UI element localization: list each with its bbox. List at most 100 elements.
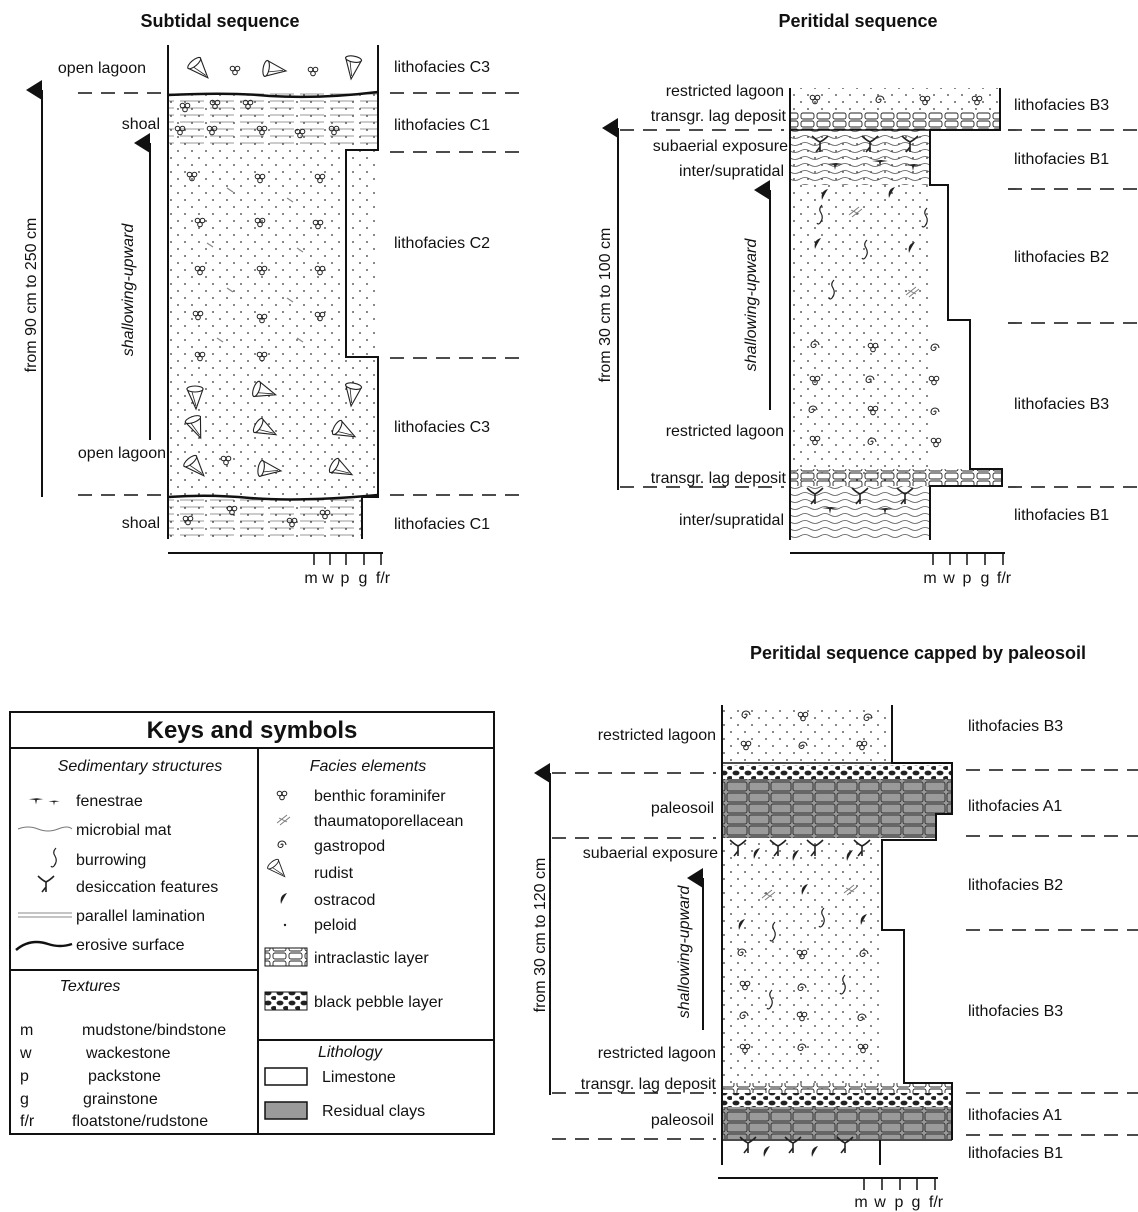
- subtidal-texture-axis: m w p g f/r: [168, 552, 391, 587]
- peritidal-title: Peritidal sequence: [778, 11, 937, 31]
- sed-structures-heading: Sedimentary structures: [58, 758, 223, 775]
- subtidal-env-label: open lagoon: [78, 445, 166, 462]
- paleosoil-lithofacies-label: lithofacies B3: [968, 1003, 1063, 1020]
- peritidal-boundaries: [620, 129, 1138, 488]
- legend-item: microbial mat: [76, 822, 172, 839]
- paleosoil-env-label: paleosoil: [651, 1112, 714, 1129]
- peritidal-env-label: restricted lagoon: [666, 423, 784, 440]
- parallel-lamination-icon: [18, 912, 72, 918]
- legend-title: Keys and symbols: [147, 717, 358, 744]
- texture-code: f/r: [20, 1113, 35, 1130]
- paleosoil-env-label: restricted lagoon: [598, 1045, 716, 1062]
- legend-item: rudist: [314, 865, 354, 882]
- peritidal-lithofacies-label: lithofacies B2: [1014, 249, 1109, 266]
- legend-item: parallel lamination: [76, 908, 205, 925]
- legend-item: Limestone: [322, 1069, 396, 1086]
- legend-item: peloid: [314, 917, 357, 934]
- paleosoil-sequence-panel: Peritidal sequence capped by paleosoil: [532, 643, 1138, 1211]
- peritidal-trend: shallowing-upward: [743, 238, 760, 372]
- lithology-heading: Lithology: [318, 1044, 383, 1061]
- legend-item: fenestrae: [76, 793, 143, 810]
- peritidal-lithofacies-label: lithofacies B1: [1014, 507, 1109, 524]
- peritidal-lithofacies-label: lithofacies B3: [1014, 97, 1109, 114]
- paleosoil-lithofacies-label: lithofacies B1: [968, 1145, 1063, 1162]
- legend-item: ostracod: [314, 892, 375, 909]
- texture-code: p: [20, 1068, 29, 1085]
- intraclastic-layer-icon: [264, 947, 308, 967]
- paleosoil-lithofacies-label: lithofacies B3: [968, 718, 1063, 735]
- texture-code: w: [19, 1045, 32, 1062]
- texture-tick: p: [963, 570, 972, 587]
- texture-code: m: [20, 1022, 33, 1039]
- texture-code: g: [20, 1091, 29, 1108]
- legend-item: black pebble layer: [314, 994, 444, 1011]
- paleosoil-title: Peritidal sequence capped by paleosoil: [750, 643, 1086, 663]
- legend-item: desiccation features: [76, 879, 218, 896]
- texture-name: floatstone/rudstone: [72, 1113, 208, 1130]
- texture-tick: m: [304, 570, 317, 587]
- subtidal-lithofacies-label: lithofacies C3: [394, 59, 490, 76]
- texture-tick: w: [873, 1194, 886, 1211]
- peritidal-sequence-panel: Peritidal sequence: [597, 11, 1138, 587]
- texture-name: grainstone: [83, 1091, 158, 1108]
- paleosoil-env-label: restricted lagoon: [598, 727, 716, 744]
- subtidal-lithofacies-label: lithofacies C1: [394, 516, 490, 533]
- subtidal-thickness: from 90 cm to 250 cm: [23, 218, 40, 373]
- legend-item: intraclastic layer: [314, 950, 429, 967]
- legend-item: gastropod: [314, 838, 385, 855]
- textures-heading: Textures: [60, 978, 121, 995]
- facies-elements-heading: Facies elements: [310, 758, 427, 775]
- peritidal-env-label: transgr. lag deposit: [651, 470, 787, 487]
- texture-tick: f/r: [376, 570, 391, 587]
- subtidal-boundaries: [78, 92, 525, 496]
- texture-tick: p: [341, 570, 350, 587]
- texture-name: mudstone/bindstone: [82, 1022, 226, 1039]
- texture-tick: p: [895, 1194, 904, 1211]
- peritidal-thickness: from 30 cm to 100 cm: [597, 228, 614, 383]
- texture-tick: w: [942, 570, 955, 587]
- peritidal-lithofacies-label: lithofacies B1: [1014, 151, 1109, 168]
- paleosoil-lithofacies-label: lithofacies B2: [968, 877, 1063, 894]
- paleosoil-trend: shallowing-upward: [676, 885, 693, 1019]
- legend-item: Residual clays: [322, 1103, 425, 1120]
- subtidal-title: Subtidal sequence: [140, 11, 299, 31]
- peritidal-texture-axis: m w p g f/r: [790, 552, 1012, 587]
- peritidal-env-label: inter/supratidal: [679, 163, 784, 180]
- subtidal-lithofacies-label: lithofacies C1: [394, 117, 490, 134]
- limestone-swatch: [264, 1067, 308, 1086]
- paleosoil-env-label: transgr. lag deposit: [581, 1076, 717, 1093]
- peritidal-lithofacies-label: lithofacies B3: [1014, 396, 1109, 413]
- texture-tick: f/r: [929, 1194, 944, 1211]
- texture-tick: g: [912, 1194, 921, 1211]
- subtidal-sequence-panel: Subtidal sequence: [23, 11, 525, 587]
- texture-name: wackestone: [85, 1045, 171, 1062]
- peritidal-env-label: subaerial exposure: [653, 138, 788, 155]
- erosive-surface-icon: [15, 940, 73, 951]
- legend-item: burrowing: [76, 852, 146, 869]
- paleosoil-env-label: paleosoil: [651, 800, 714, 817]
- texture-tick: g: [981, 570, 990, 587]
- legend-box: Keys and symbols Sedimentary structures …: [9, 711, 495, 1135]
- texture-tick: w: [321, 570, 334, 587]
- paleosoil-column: [721, 705, 953, 1165]
- subtidal-env-label: open lagoon: [58, 60, 146, 77]
- legend-item: thaumatoporellacean: [314, 813, 463, 830]
- microbial-mat-icon: [17, 826, 73, 832]
- texture-tick: m: [923, 570, 936, 587]
- peritidal-env-label: transgr. lag deposit: [651, 108, 787, 125]
- subtidal-lithofacies-label: lithofacies C2: [394, 235, 490, 252]
- texture-name: packstone: [88, 1068, 161, 1085]
- subtidal-lithofacies-label: lithofacies C3: [394, 419, 490, 436]
- residual-clays-swatch: [264, 1101, 308, 1120]
- subtidal-column: [167, 45, 379, 539]
- paleosoil-lithofacies-label: lithofacies A1: [968, 1107, 1062, 1124]
- texture-tick: g: [359, 570, 368, 587]
- texture-tick: f/r: [997, 570, 1012, 587]
- peritidal-column: [789, 88, 1003, 540]
- paleosoil-boundaries: [552, 769, 1138, 1140]
- paleosoil-lithofacies-label: lithofacies A1: [968, 798, 1062, 815]
- paleosoil-texture-axis: m w p g f/r: [718, 1177, 944, 1211]
- peloid-icon: [283, 923, 287, 927]
- peritidal-env-label: restricted lagoon: [666, 83, 784, 100]
